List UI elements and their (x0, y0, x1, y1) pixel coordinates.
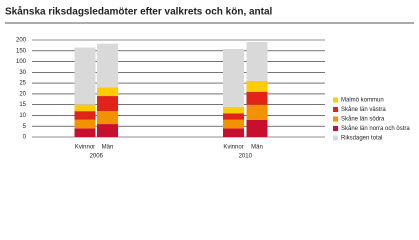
bar-segment (97, 87, 118, 97)
legend-label: Riksdagen total (341, 136, 382, 142)
group-label: 2010 (239, 154, 253, 160)
y-tick-label: 30 (19, 70, 26, 76)
bar-segment (74, 111, 96, 120)
bar-segment (74, 128, 96, 137)
chart-title: Skånska riksdagsledamöter efter valkrets… (5, 6, 273, 18)
bar-segment (246, 119, 268, 137)
bar-segment (246, 80, 268, 92)
legend-swatch (333, 116, 338, 122)
y-tick-label: 5 (23, 124, 27, 130)
bar-segment (223, 119, 244, 129)
legend-label: Malmö kommun (341, 98, 384, 104)
bar-segment (74, 119, 96, 129)
bar-segment (246, 41, 268, 81)
legend-label: Skåne län södra (341, 116, 385, 123)
bar-segment (97, 124, 118, 137)
y-tick-label: 25 (19, 81, 26, 87)
legend-label: Skåne län norra och östra (341, 125, 410, 132)
bar-segment (246, 91, 268, 105)
legend-swatch (333, 107, 338, 112)
y-tick-label: 200 (16, 38, 27, 44)
chart: Skånska riksdagsledamöter efter valkrets… (5, 6, 414, 160)
legend-label: Skåne län västra (341, 106, 386, 113)
bar-segment (223, 49, 244, 107)
legend-swatch (333, 97, 338, 103)
bar-segment (223, 128, 244, 137)
bar-segment (97, 111, 118, 125)
legend-swatch (333, 126, 338, 131)
x-tick-label: Kvinnor (75, 145, 95, 151)
y-tick-label: 150 (16, 48, 27, 54)
bar-segment (246, 104, 268, 120)
bar-segment (223, 106, 244, 114)
y-tick-label: 100 (16, 59, 27, 65)
x-tick-label: Kvinnor (223, 145, 243, 151)
y-tick-label: 10 (19, 113, 26, 119)
bar-segment (74, 104, 96, 112)
x-tick-label: Män (102, 145, 114, 151)
bar-segment (97, 43, 118, 88)
y-tick-label: 20 (19, 91, 26, 97)
y-tick-label: 15 (19, 102, 26, 108)
legend-swatch (333, 135, 338, 141)
y-tick-label: 0 (23, 135, 27, 141)
bar-segment (97, 96, 118, 112)
bar-segment (223, 113, 244, 120)
x-tick-label: Män (251, 145, 263, 151)
page: Skånska riksdagsledamöter efter valkrets… (5, 5, 414, 160)
group-label: 2006 (90, 154, 104, 160)
bar-segment (74, 47, 96, 105)
